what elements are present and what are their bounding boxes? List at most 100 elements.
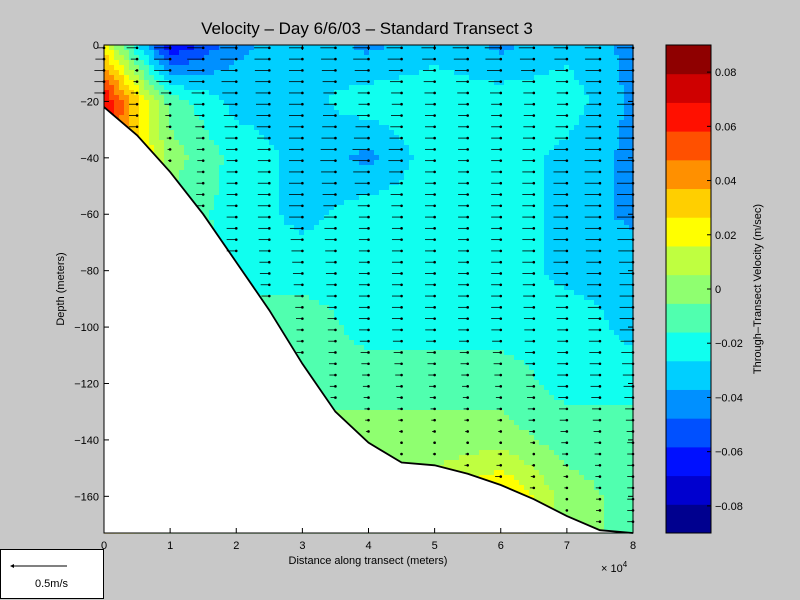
velocity-cell [534, 45, 540, 51]
velocity-cell [509, 185, 515, 191]
velocity-cell [544, 195, 550, 201]
velocity-cell [174, 170, 180, 176]
velocity-cell [194, 110, 200, 116]
velocity-cell [409, 155, 415, 161]
velocity-cell [339, 135, 345, 141]
velocity-cell [389, 50, 395, 56]
velocity-cell [209, 205, 215, 211]
velocity-cell [454, 120, 460, 126]
velocity-cell [584, 165, 590, 171]
velocity-cell [584, 55, 590, 61]
velocity-cell [469, 195, 475, 201]
velocity-cell [274, 275, 280, 281]
velocity-cell [394, 200, 400, 206]
velocity-cell [499, 255, 505, 261]
velocity-cell [564, 160, 570, 166]
velocity-cell [389, 140, 395, 146]
velocity-cell [194, 185, 200, 191]
velocity-cell [304, 135, 310, 141]
velocity-cell [334, 135, 340, 141]
velocity-cell [244, 120, 250, 126]
velocity-cell [534, 75, 540, 81]
velocity-cell [379, 50, 385, 56]
velocity-cell [294, 65, 300, 71]
velocity-cell [264, 75, 270, 81]
velocity-cell [209, 145, 215, 151]
velocity-cell [394, 255, 400, 261]
velocity-cell [449, 150, 455, 156]
velocity-cell [504, 45, 510, 51]
velocity-cell [149, 60, 155, 66]
velocity-cell [334, 125, 340, 131]
velocity-cell [469, 150, 475, 156]
velocity-cell [329, 260, 335, 266]
velocity-cell [224, 230, 230, 236]
velocity-cell [409, 50, 415, 56]
velocity-cell [409, 220, 415, 226]
velocity-cell [414, 150, 420, 156]
velocity-cell [449, 250, 455, 256]
velocity-cell [469, 205, 475, 211]
velocity-cell [559, 140, 565, 146]
velocity-cell [349, 165, 355, 171]
velocity-cell [259, 75, 265, 81]
velocity-cell [219, 65, 225, 71]
velocity-cell [204, 160, 210, 166]
velocity-cell [344, 110, 350, 116]
velocity-cell [119, 50, 125, 56]
velocity-cell [534, 90, 540, 96]
velocity-cell [264, 185, 270, 191]
velocity-cell [409, 180, 415, 186]
velocity-cell [474, 230, 480, 236]
velocity-cell [259, 110, 265, 116]
velocity-cell [324, 255, 330, 261]
velocity-cell [394, 225, 400, 231]
velocity-cell [154, 135, 160, 141]
velocity-cell [119, 75, 125, 81]
velocity-cell [369, 255, 375, 261]
velocity-cell [529, 120, 535, 126]
velocity-cell [314, 90, 320, 96]
velocity-cell [629, 140, 634, 146]
velocity-cell [479, 190, 485, 196]
velocity-cell [394, 160, 400, 166]
velocity-cell [429, 170, 435, 176]
velocity-cell [624, 245, 630, 251]
velocity-cell [344, 160, 350, 166]
velocity-cell [384, 195, 390, 201]
velocity-cell [609, 235, 615, 241]
velocity-cell [339, 235, 345, 241]
velocity-cell [439, 245, 445, 251]
velocity-cell [404, 85, 410, 91]
velocity-cell [624, 150, 630, 156]
velocity-cell [399, 85, 405, 91]
velocity-cell [239, 225, 245, 231]
velocity-cell [394, 270, 400, 276]
velocity-cell [599, 120, 605, 126]
velocity-cell [514, 250, 520, 256]
velocity-cell [389, 75, 395, 81]
velocity-cell [399, 220, 405, 226]
velocity-cell [319, 50, 325, 56]
velocity-cell [299, 150, 305, 156]
velocity-cell [429, 80, 435, 86]
velocity-cell [264, 175, 270, 181]
velocity-cell [554, 170, 560, 176]
velocity-cell [594, 95, 600, 101]
velocity-cell [539, 95, 545, 101]
velocity-cell [209, 75, 215, 81]
velocity-cell [459, 70, 465, 76]
velocity-cell [169, 120, 175, 126]
velocity-cell [514, 100, 520, 106]
velocity-cell [444, 105, 450, 111]
velocity-cell [529, 70, 535, 76]
velocity-cell [419, 150, 425, 156]
velocity-cell [304, 255, 310, 261]
velocity-cell [264, 55, 270, 61]
velocity-cell [584, 125, 590, 131]
velocity-cell [599, 220, 605, 226]
velocity-cell [479, 95, 485, 101]
velocity-cell [494, 220, 500, 226]
velocity-cell [379, 270, 385, 276]
velocity-cell [284, 75, 290, 81]
